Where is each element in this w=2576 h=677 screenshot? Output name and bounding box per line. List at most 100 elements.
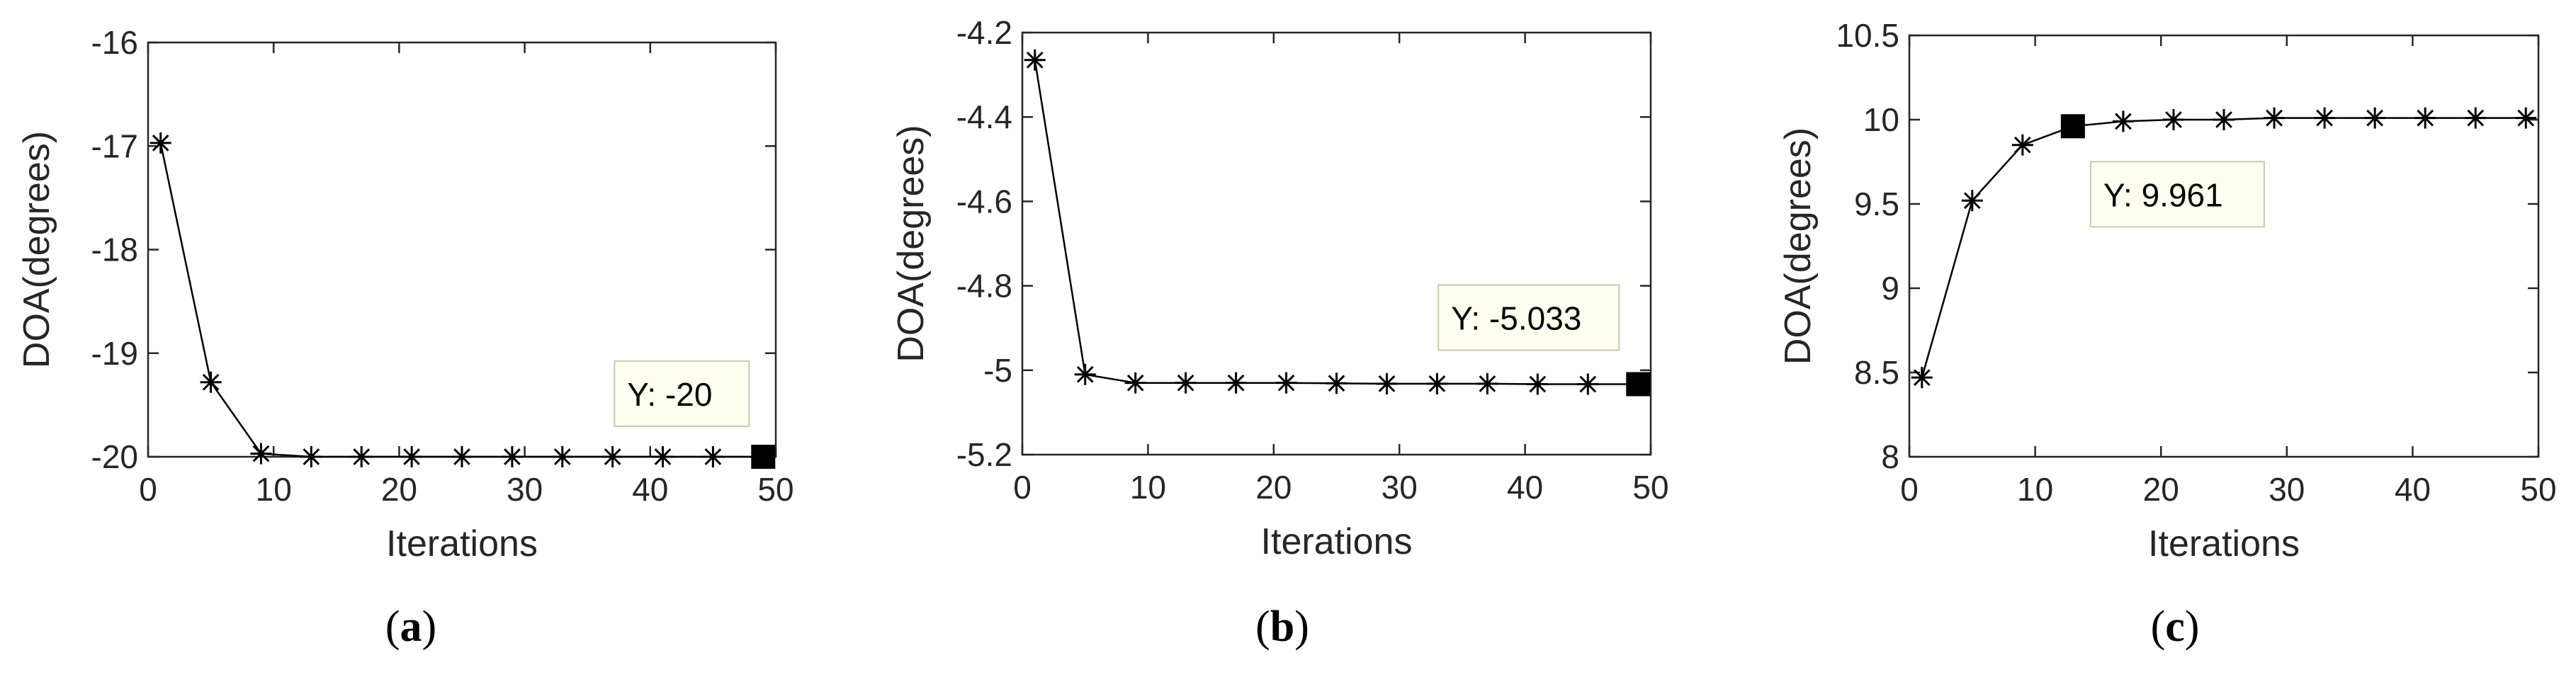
x-tick-label: 30 [507,471,543,508]
data-point [1124,372,1146,394]
y-tick-label: -4.2 [956,14,1012,51]
data-point [601,446,623,467]
caption-open: ( [2151,603,2166,651]
x-tick-label: 0 [1900,471,1919,508]
data-point [1024,49,1046,71]
x-axis-label: Iterations [386,523,538,564]
data-point [2364,107,2386,129]
panel-caption: (b) [1255,603,1309,651]
panel-caption: (a) [385,603,436,651]
x-tick-label: 10 [2017,471,2053,508]
x-axis-label: Iterations [2148,523,2300,564]
x-tick-label: 30 [1382,469,1418,506]
datatip-marker[interactable] [751,445,776,469]
data-point [1175,372,1197,394]
series-line [1921,117,2526,378]
data-point [2264,107,2286,129]
data-point [1961,190,1983,212]
y-tick-label: -5 [983,352,1012,389]
y-tick-label: -18 [91,232,138,268]
data-point [149,132,171,154]
datatip-box [614,360,750,427]
datatip-marker[interactable] [2060,114,2085,139]
y-tick-label: 8.5 [1854,354,1899,391]
x-tick-label: 20 [381,471,417,508]
datatip-box [1437,284,1620,351]
data-point [2414,107,2436,129]
x-tick-label: 50 [2520,471,2556,508]
data-point [1476,372,1498,394]
x-tick-label: 50 [757,471,793,508]
data-point [2112,110,2134,132]
data-point [1911,367,1933,389]
chart-panel-c: 0 10 20 30 40 50 8 8.5 9 9.5 10 10.5 Iterations DOA(d… [1778,17,2557,651]
caption-open: ( [385,603,400,651]
y-axis-label: DOA(degrees) [16,131,57,368]
datatip-label: Y: 9.961 [2103,176,2223,213]
x-tick-label: 0 [1013,469,1032,506]
caption-close: ) [422,603,437,651]
data-point [200,371,222,393]
y-tick-label: -20 [91,438,138,475]
data-point [351,446,373,467]
x-tick-label: 50 [1632,469,1668,506]
caption-letter: c [2165,603,2185,651]
data-point [2011,134,2033,156]
datatip-label: Y: -5.033 [1451,300,1581,336]
data-point [2314,107,2336,129]
data-point [702,446,724,467]
data-point [1527,373,1549,395]
caption-letter: b [1270,603,1294,651]
x-tick-label: 40 [1507,469,1543,506]
y-tick-label: 10 [1863,101,1899,138]
panel-caption: (c) [2151,603,2200,651]
data-point [1225,372,1247,394]
x-axis-label: Iterations [1261,521,1413,562]
plot-frame [1021,31,1652,456]
caption-open: ( [1255,603,1270,651]
y-tick-label: -4.4 [956,98,1012,135]
caption-letter: a [400,603,422,651]
data-point [451,446,473,467]
data-point [1074,363,1096,385]
datatip-label: Y: -20 [627,376,712,413]
data-point [551,446,573,467]
y-tick-label: -4.6 [956,183,1012,220]
y-tick-label: 9.5 [1854,186,1899,222]
x-tick-label: 20 [2143,471,2179,508]
x-tick-label: 30 [2269,471,2305,508]
data-point [652,446,674,467]
x-tick-label: 40 [2395,471,2431,508]
y-axis-label: DOA(degrees) [891,125,932,362]
data-point [2162,109,2184,130]
x-tick-label: 0 [139,471,157,508]
data-point [2465,107,2487,129]
data-point [1376,372,1398,394]
chart-panel-b: 0 10 20 30 40 50 -5.2 -5 -4.8 -4.6 -4.4 -4.2 Iterati… [891,14,1669,651]
y-tick-label: 10.5 [1836,17,1899,54]
data-point [250,443,272,465]
y-tick-label: 8 [1881,438,1899,475]
data-point [1275,372,1297,394]
x-tick-label: 10 [1130,469,1166,506]
data-point [2515,107,2537,129]
datatip-box [2089,161,2265,228]
y-tick-label: -16 [91,24,138,61]
data-point [1426,372,1448,394]
y-tick-label: -17 [91,127,138,164]
y-tick-label: -5.2 [956,436,1012,473]
datatip-marker[interactable] [1626,372,1651,397]
data-point [1326,372,1348,394]
x-tick-label: 20 [1255,469,1292,506]
caption-close: ) [2185,603,2200,651]
y-tick-label: 9 [1881,270,1899,307]
y-tick-label: -4.8 [956,268,1012,305]
data-point [2213,109,2235,130]
chart-panel-a: 0 10 20 30 40 50 -20 -19 -18 -17 -16 Iterations DOA(… [16,24,794,651]
x-tick-label: 40 [632,471,668,508]
y-axis-label: DOA(degrees) [1778,127,1819,365]
y-tick-label: -19 [91,335,138,372]
caption-close: ) [1294,603,1309,651]
plot-frame [1908,34,2540,458]
